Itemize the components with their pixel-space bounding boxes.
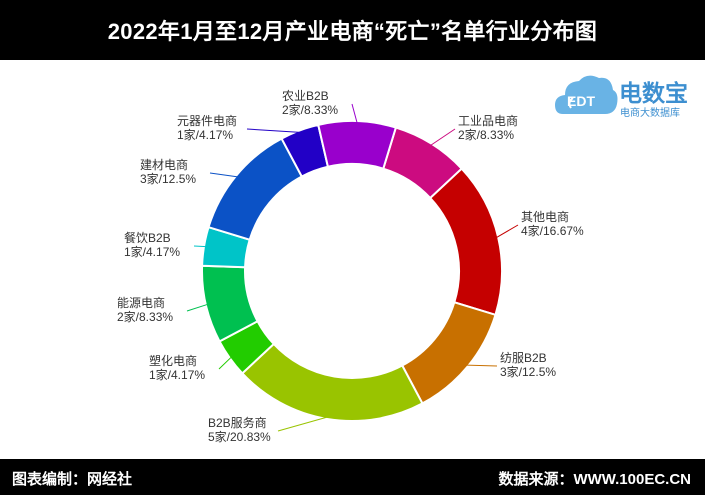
logo-sub-text: 电商大数据库 <box>620 108 680 119</box>
slice-name-label: 农业B2B <box>282 89 329 103</box>
chart-title: 2022年1月至12月产业电商“死亡”名单行业分布图 <box>107 19 598 44</box>
slice-value-label: 1家/4.17% <box>177 127 233 142</box>
slice-value-label: 3家/12.5% <box>140 171 196 186</box>
slice-name-label: 工业品电商 <box>458 113 518 128</box>
slice-value-label: 2家/8.33% <box>282 102 338 117</box>
logo-main-text: 电数宝 <box>619 80 688 106</box>
donut-slice <box>317 120 398 170</box>
brand-logo: EDT 电数宝 电商大数据库 <box>553 68 699 124</box>
donut-slice <box>240 342 424 422</box>
donut-slice <box>207 137 304 241</box>
slice-name-label: B2B服务商 <box>208 415 267 430</box>
leader-line <box>218 356 232 370</box>
cloud-logo-icon: EDT <box>555 75 618 114</box>
slice-name-label: 元器件电商 <box>177 113 237 128</box>
slice-value-label: 5家/20.83% <box>208 429 271 444</box>
leader-line <box>277 416 328 432</box>
slice-name-label: 其他电商 <box>521 209 569 224</box>
slice-value-label: 1家/4.17% <box>124 244 180 259</box>
leader-line <box>495 224 519 239</box>
slice-value-label: 2家/8.33% <box>117 309 173 324</box>
header-bar: 2022年1月至12月产业电商“死亡”名单行业分布图 <box>0 0 705 60</box>
leader-line <box>209 172 238 178</box>
slice-value-label: 4家/16.67% <box>521 223 584 238</box>
leader-line <box>351 103 358 124</box>
leader-line <box>193 245 207 248</box>
slice-name-label: 能源电商 <box>117 295 165 310</box>
donut-slice <box>428 167 503 317</box>
leader-line <box>430 128 456 146</box>
slice-name-label: 建材电商 <box>140 157 188 172</box>
leader-line <box>246 128 301 133</box>
leader-line <box>186 303 208 312</box>
slice-name-label: 餐饮B2B <box>124 230 171 245</box>
footer-source: 数据来源：WWW.100EC.CN <box>498 471 691 488</box>
slice-value-label: 3家/12.5% <box>500 364 556 379</box>
slice-value-label: 1家/4.17% <box>149 367 205 382</box>
donut-slice <box>400 301 497 405</box>
slice-name-label: 纺服B2B <box>500 351 547 365</box>
footer-credit: 图表编制：网经社 <box>12 471 133 488</box>
leader-line <box>466 364 498 367</box>
slice-value-label: 2家/8.33% <box>458 127 514 142</box>
donut-chart: 工业品电商2家/8.33%其他电商4家/16.67%纺服B2B3家/12.5%B… <box>117 89 584 444</box>
footer-bar: 图表编制：网经社 数据来源：WWW.100EC.CN <box>0 459 705 495</box>
logo-badge-text: EDT <box>567 93 595 109</box>
slice-name-label: 塑化电商 <box>149 353 197 368</box>
